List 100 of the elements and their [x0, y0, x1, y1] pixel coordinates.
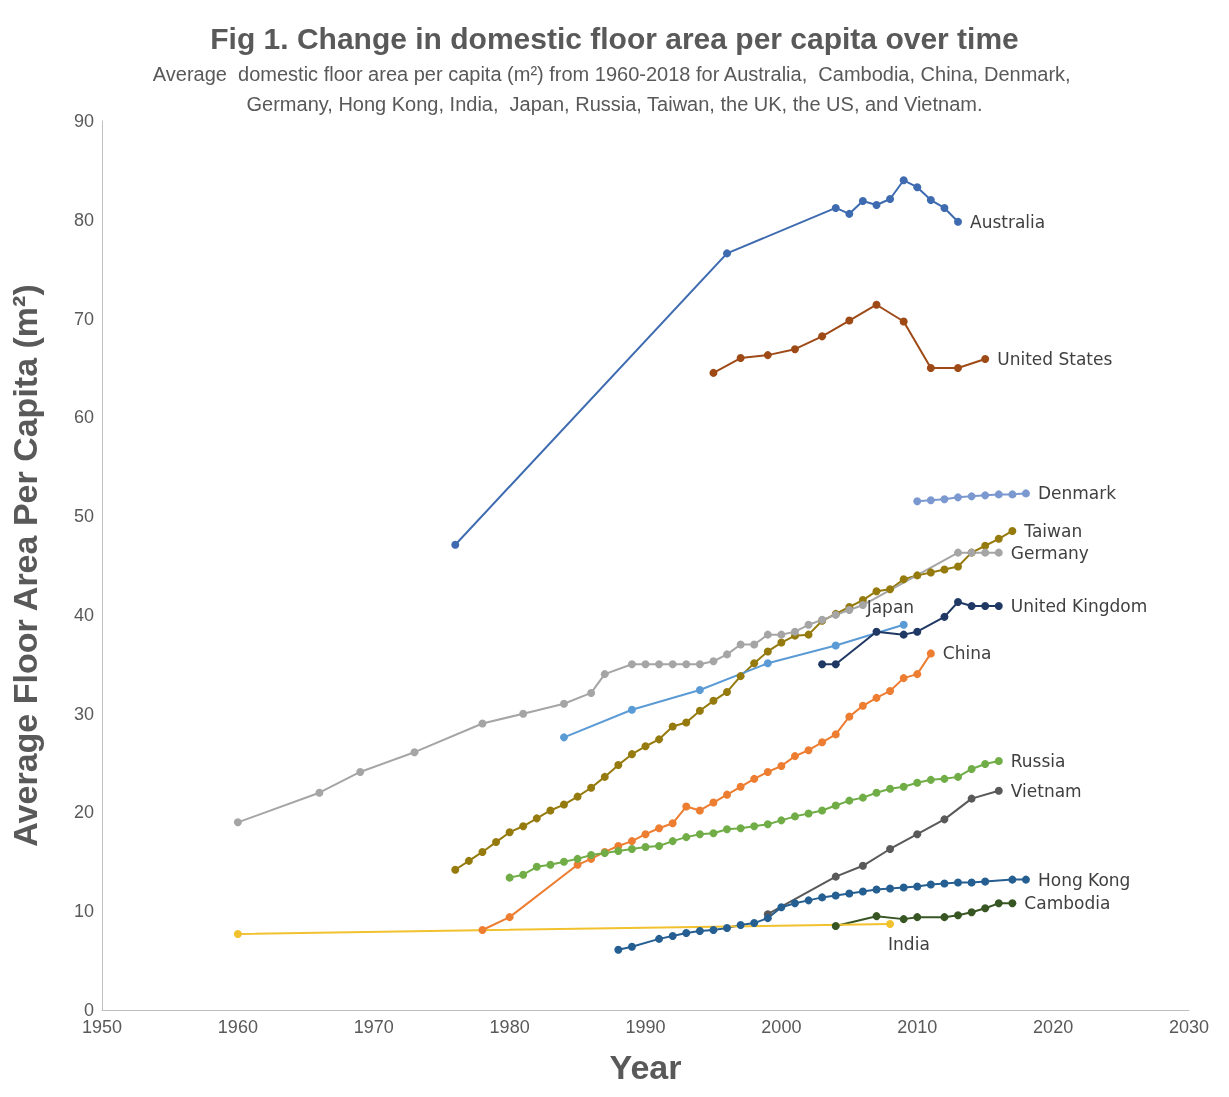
point: [954, 217, 963, 226]
point: [926, 363, 935, 372]
point: [682, 833, 691, 842]
point: [1021, 489, 1030, 498]
point: [546, 806, 555, 815]
point: [940, 495, 949, 504]
point: [886, 884, 895, 893]
point: [695, 926, 704, 935]
point: [736, 782, 745, 791]
point: [872, 885, 881, 894]
point: [1021, 875, 1030, 884]
point: [954, 493, 963, 502]
point: [899, 630, 908, 639]
point: [954, 598, 963, 607]
point: [872, 587, 881, 596]
point: [668, 837, 677, 846]
point: [967, 602, 976, 610]
point: [831, 801, 840, 810]
point: [587, 688, 596, 697]
point: [478, 719, 487, 728]
point: [913, 670, 922, 679]
point: [709, 368, 718, 377]
point: [695, 706, 704, 715]
point: [709, 696, 718, 705]
point: [736, 672, 745, 681]
x-tick-label: 1990: [625, 1017, 666, 1037]
point: [723, 687, 732, 696]
point: [641, 843, 650, 852]
series-label: Cambodia: [1024, 893, 1111, 914]
point: [736, 921, 745, 930]
point: [750, 822, 759, 831]
point: [967, 908, 976, 917]
point: [818, 660, 827, 669]
point: [913, 778, 922, 787]
point: [695, 685, 704, 694]
point: [886, 920, 895, 929]
point: [872, 200, 881, 209]
point: [967, 764, 976, 773]
series-label: Russia: [1010, 751, 1066, 772]
point: [587, 783, 596, 792]
point: [655, 842, 664, 851]
point: [478, 847, 487, 856]
point: [573, 854, 582, 863]
point: [695, 830, 704, 839]
point: [682, 718, 691, 727]
point: [804, 630, 813, 639]
point: [831, 203, 840, 212]
point: [940, 774, 949, 783]
point: [682, 928, 691, 937]
point: [655, 824, 664, 833]
point: [954, 878, 963, 887]
point: [818, 738, 827, 747]
point: [233, 818, 242, 827]
point: [954, 562, 963, 571]
point: [886, 686, 895, 695]
point: [804, 896, 813, 905]
point: [858, 793, 867, 802]
point: [627, 705, 636, 714]
series-label: Germany: [1010, 542, 1089, 563]
point: [913, 830, 922, 839]
chart-title: Fig 1. Change in domestic floor area per capita over time: [210, 21, 1019, 55]
point: [627, 942, 636, 951]
point: [831, 660, 840, 669]
point: [736, 824, 745, 833]
point: [981, 355, 990, 364]
point: [981, 904, 990, 913]
point: [831, 891, 840, 900]
point: [926, 496, 935, 505]
x-tick-label: 2010: [897, 1017, 938, 1037]
point: [913, 913, 922, 922]
point: [954, 911, 963, 920]
point: [858, 701, 867, 710]
point: [994, 548, 1003, 557]
point: [831, 872, 840, 881]
point: [967, 492, 976, 501]
point: [804, 746, 813, 755]
point: [926, 880, 935, 889]
point: [845, 316, 854, 325]
point: [858, 861, 867, 870]
point: [994, 602, 1003, 610]
series-label: Japan: [865, 596, 915, 617]
point: [478, 925, 487, 934]
series-label: United States: [997, 349, 1113, 370]
x-tick-label: 1980: [489, 1017, 530, 1037]
point: [790, 812, 799, 821]
point: [573, 792, 582, 801]
point: [600, 670, 609, 679]
point: [451, 865, 460, 874]
point: [356, 767, 365, 776]
point: [750, 774, 759, 783]
point: [505, 828, 514, 837]
point: [926, 775, 935, 784]
point: [614, 945, 623, 954]
point: [940, 815, 949, 824]
point: [818, 332, 827, 341]
point: [709, 829, 718, 838]
point: [682, 660, 691, 669]
point: [886, 585, 895, 594]
series-label: Denmark: [1037, 483, 1117, 504]
point: [981, 760, 990, 769]
